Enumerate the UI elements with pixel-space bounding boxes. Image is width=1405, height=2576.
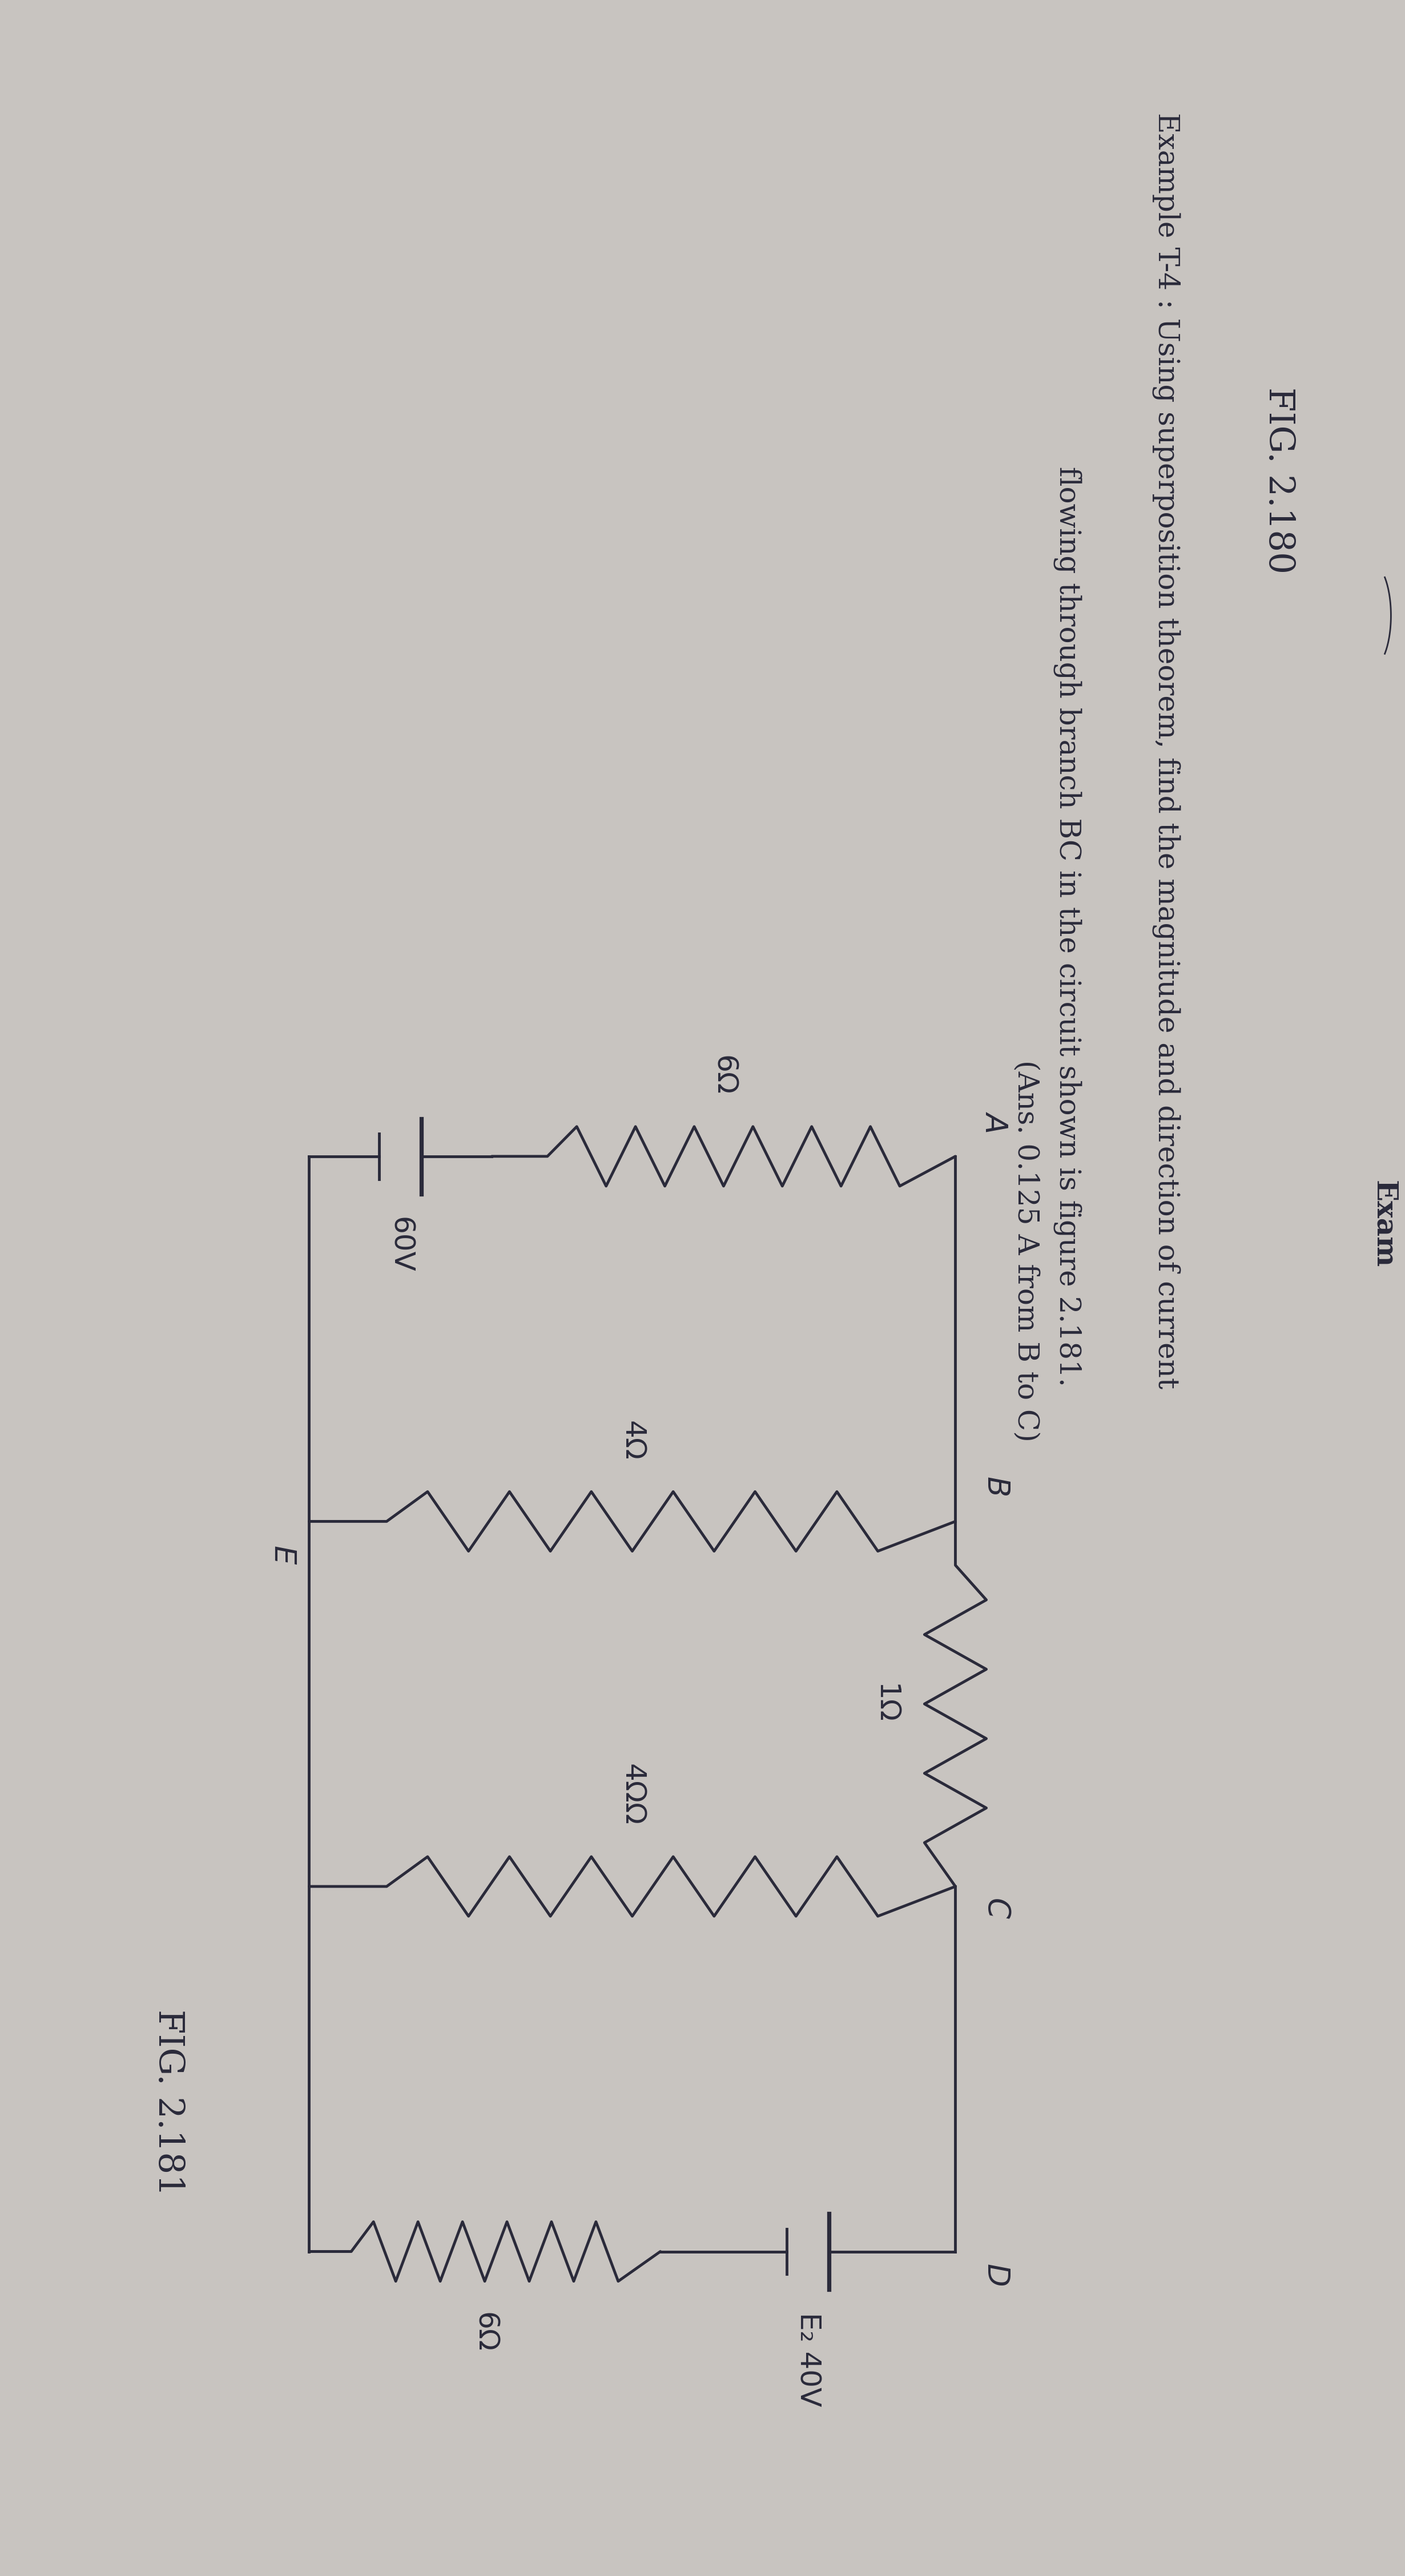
- Text: 6Ω: 6Ω: [710, 1056, 738, 1095]
- Text: 6Ω: 6Ω: [471, 2313, 499, 2352]
- Text: A: A: [981, 1110, 1010, 1131]
- Text: B: B: [981, 1476, 1010, 1497]
- Text: FIG. 2.181: FIG. 2.181: [152, 2009, 185, 2197]
- Text: Example T-4 : Using superposition theorem, find the magnitude and direction of c: Example T-4 : Using superposition theore…: [1152, 113, 1180, 1388]
- Text: 4Ω: 4Ω: [618, 1422, 646, 1461]
- Text: 1Ω: 1Ω: [871, 1685, 899, 1723]
- Text: 4ΩΩ: 4ΩΩ: [618, 1765, 646, 1826]
- Text: E₂ 40V: E₂ 40V: [794, 2313, 822, 2406]
- Text: C: C: [981, 1899, 1010, 1919]
- Text: flowing through branch BC in the circuit shown is figure 2.181.: flowing through branch BC in the circuit…: [1054, 466, 1082, 1386]
- Text: FIG. 2.180: FIG. 2.180: [1262, 386, 1295, 574]
- Text: D: D: [981, 2264, 1010, 2287]
- Text: 60V: 60V: [386, 1218, 414, 1273]
- Text: (Ans. 0.125 A from B to C): (Ans. 0.125 A from B to C): [1012, 1061, 1040, 1443]
- Text: Exam: Exam: [1370, 1180, 1398, 1267]
- Text: E: E: [267, 1546, 296, 1564]
